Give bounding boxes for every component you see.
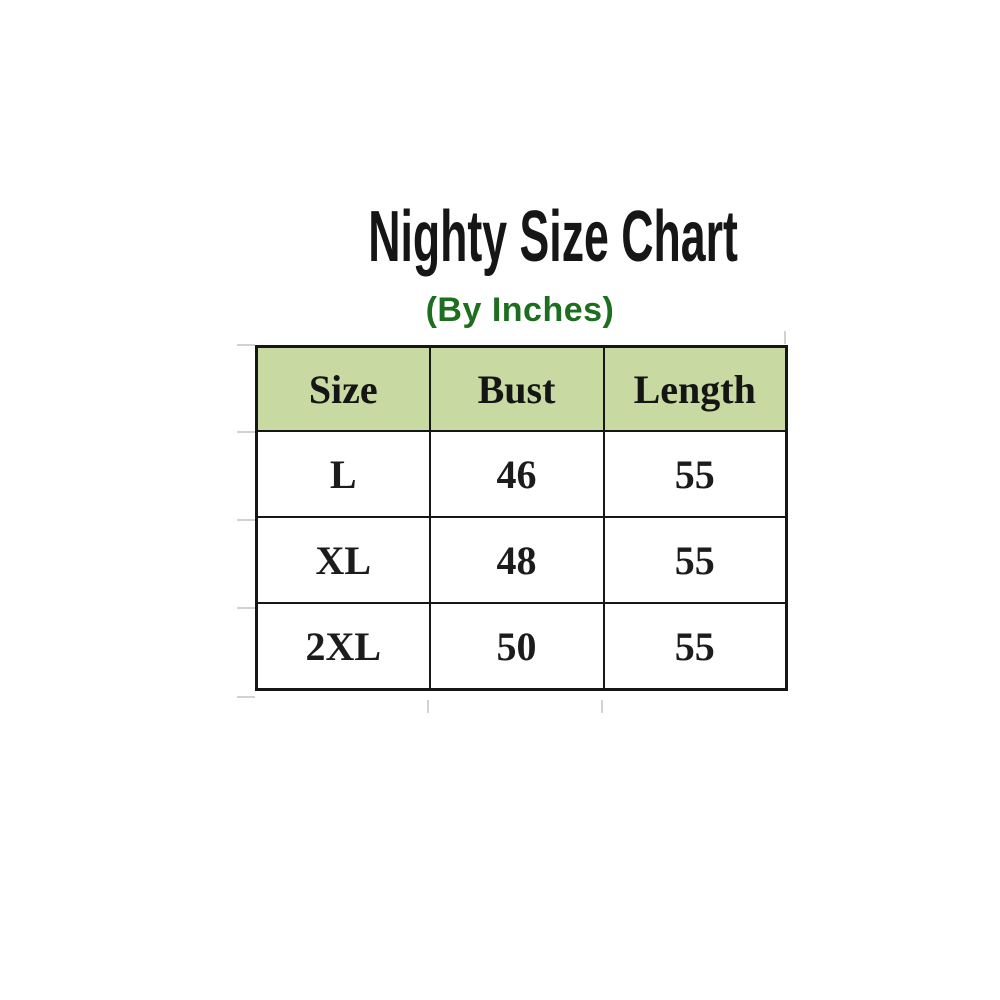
page-subtitle-wrap: (By Inches) [255, 291, 785, 330]
page-title-wrap: Nighty Size Chart [255, 197, 785, 277]
gridline-tick [237, 431, 255, 433]
page-title: Nighty Size Chart [368, 197, 738, 277]
table-row-l: L 46 55 [255, 430, 788, 518]
cell-size-l: L [255, 430, 431, 518]
size-chart-table: Size Bust Length L 46 55 XL 48 55 2XL 50… [255, 345, 788, 691]
gridline-tick [237, 696, 255, 698]
gridline-tick [237, 344, 255, 346]
cell-bust-l: 46 [428, 430, 605, 518]
gridline-tick [601, 700, 603, 713]
cell-length-2xl: 55 [602, 602, 788, 691]
cell-size-2xl: 2XL [255, 602, 431, 691]
column-header-bust: Bust [428, 345, 605, 432]
gridline-tick [237, 519, 255, 521]
cell-length-l: 55 [602, 430, 788, 518]
table-row-xl: XL 48 55 [255, 516, 788, 604]
column-header-length: Length [602, 345, 788, 432]
table-header-row: Size Bust Length [255, 345, 788, 432]
cell-size-xl: XL [255, 516, 431, 604]
cell-bust-2xl: 50 [428, 602, 605, 691]
cell-bust-xl: 48 [428, 516, 605, 604]
gridline-tick [784, 331, 786, 344]
table-row-2xl: 2XL 50 55 [255, 602, 788, 691]
page-subtitle: (By Inches) [425, 291, 615, 329]
gridline-tick [237, 607, 255, 609]
gridline-tick [427, 700, 429, 713]
cell-length-xl: 55 [602, 516, 788, 604]
column-header-size: Size [255, 345, 431, 432]
